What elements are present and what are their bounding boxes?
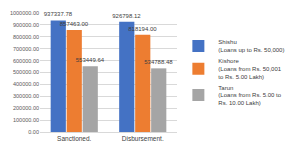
svg-text:857463.00: 857463.00	[60, 21, 89, 27]
svg-text:818194.00: 818194.00	[128, 26, 157, 32]
svg-text:600000.00: 600000.00	[13, 58, 39, 64]
svg-text:534788.48: 534788.48	[144, 59, 173, 65]
svg-text:1000000.00: 1000000.00	[10, 10, 39, 16]
svg-text:553449.64: 553449.64	[76, 57, 105, 63]
svg-text:Tarun(Loans from Rs. 5.00 toRs: Tarun(Loans from Rs. 5.00 toRs. 10.00 La…	[218, 85, 281, 107]
svg-text:900000.00: 900000.00	[13, 22, 39, 28]
svg-text:800000.00: 800000.00	[13, 34, 39, 40]
svg-text:Disbursement.: Disbursement.	[122, 135, 164, 142]
svg-text:200000.00: 200000.00	[13, 105, 39, 111]
svg-text:937337.78: 937337.78	[44, 11, 73, 17]
svg-text:400000.00: 400000.00	[13, 81, 39, 87]
svg-text:500000.00: 500000.00	[13, 69, 39, 75]
svg-text:Kishore(Loans from Rs. 50,001t: Kishore(Loans from Rs. 50,001to Rs. 5.00…	[218, 58, 281, 80]
svg-text:926798.12: 926798.12	[112, 13, 141, 19]
svg-text:Sanctioned.: Sanctioned.	[57, 135, 92, 142]
svg-text:700000.00: 700000.00	[13, 46, 39, 52]
svg-text:Shishu(Loans up to Rs. 50,000): Shishu(Loans up to Rs. 50,000)	[218, 39, 284, 53]
svg-text:0.00: 0.00	[28, 129, 39, 135]
svg-text:100000.00: 100000.00	[13, 117, 39, 123]
svg-text:300000.00: 300000.00	[13, 93, 39, 99]
